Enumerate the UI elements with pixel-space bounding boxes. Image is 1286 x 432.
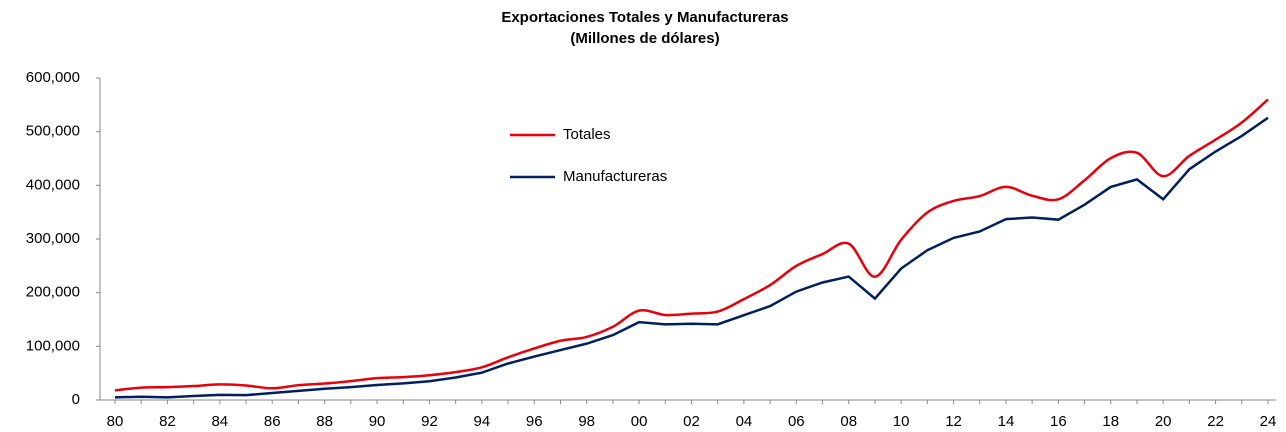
data-line [114, 116, 1269, 399]
legend-label: Manufactureras [563, 168, 667, 185]
y-tick-label: 400,000 [26, 176, 80, 193]
x-tick-label: 06 [788, 413, 805, 430]
y-tick-label: 200,000 [26, 284, 80, 301]
y-tick-label: 600,000 [26, 69, 80, 86]
y-tick-label: 500,000 [26, 123, 80, 140]
x-tick-label: 94 [474, 413, 491, 430]
x-tick-label: 10 [893, 413, 910, 430]
x-tick-label: 18 [1102, 413, 1119, 430]
x-tick-label: 04 [736, 413, 753, 430]
chart-subtitle: (Millones de dólares) [570, 30, 719, 47]
chart-title: Exportaciones Totales y Manufactureras [501, 9, 788, 26]
x-tick-label: 82 [159, 413, 176, 430]
x-tick-label: 00 [631, 413, 648, 430]
x-tick-label: 80 [107, 413, 124, 430]
y-tick-label: 300,000 [26, 230, 80, 247]
x-tick-label: 20 [1155, 413, 1172, 430]
x-tick-label: 08 [840, 413, 857, 430]
data-line [114, 98, 1269, 392]
x-tick-label: 84 [211, 413, 228, 430]
x-tick-label: 16 [1050, 413, 1067, 430]
x-tick-label: 22 [1207, 413, 1224, 430]
x-tick-label: 86 [264, 413, 281, 430]
x-tick-label: 12 [945, 413, 962, 430]
y-tick-label: 0 [72, 391, 80, 408]
x-tick-label: 96 [526, 413, 543, 430]
x-tick-label: 90 [369, 413, 386, 430]
legend-label: Totales [563, 126, 611, 143]
x-tick-label: 98 [578, 413, 595, 430]
x-tick-label: 88 [316, 413, 333, 430]
y-tick-label: 100,000 [26, 337, 80, 354]
x-tick-label: 14 [998, 413, 1015, 430]
x-tick-label: 92 [421, 413, 438, 430]
x-tick-label: 02 [683, 413, 700, 430]
x-tick-label: 24 [1260, 413, 1277, 430]
